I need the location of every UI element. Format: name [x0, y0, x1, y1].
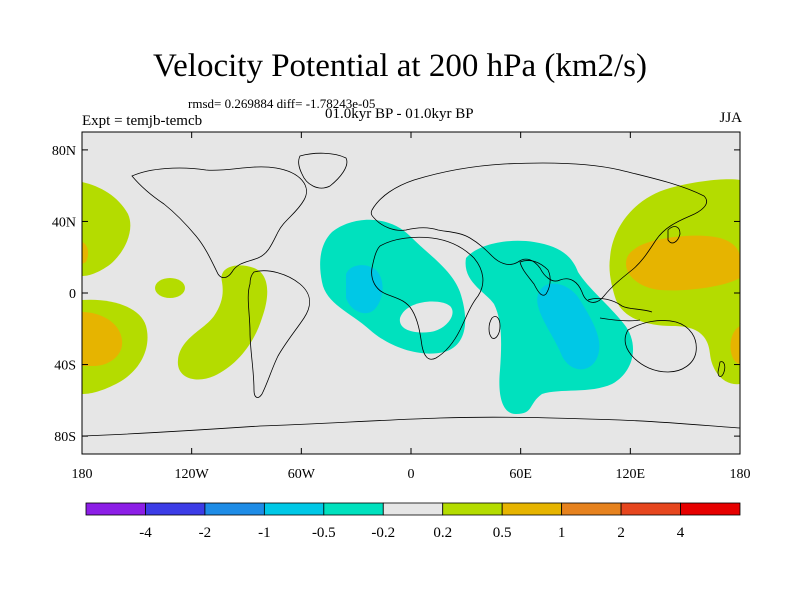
contour-fills	[82, 179, 740, 414]
chart-title: Velocity Potential at 200 hPa (km2/s)	[152, 48, 648, 84]
coastline-africa	[371, 236, 484, 360]
colorbar-swatch	[561, 502, 622, 516]
colorbar-swatch	[382, 502, 444, 516]
colorbar-swatch	[145, 502, 206, 516]
colorbar-label: -0.5	[312, 525, 336, 541]
colorbar-label: -0.2	[371, 525, 395, 541]
experiment-label: Expt = temjb-temcb	[82, 113, 203, 129]
contour-region-small-blob	[155, 278, 185, 298]
colorbar-label: 4	[677, 525, 685, 541]
lon-label: 180	[72, 467, 93, 482]
contour-region-gulf-of-guinea-gap	[399, 301, 453, 333]
colorbar-label: -2	[199, 525, 212, 541]
contour-region-east-pacific	[177, 265, 268, 380]
lat-label: 40S	[54, 359, 76, 374]
lon-label: 60W	[288, 467, 316, 482]
contour-region-indian-ocean-core	[537, 283, 600, 370]
coastline-greenland	[298, 152, 348, 189]
coastline-india	[519, 260, 551, 296]
contour-region-south-pacific-edge-inner	[82, 312, 123, 366]
contour-region-atlantic-core	[346, 265, 383, 314]
coastline-indonesia	[587, 298, 653, 322]
colorbar-label: -4	[139, 525, 152, 541]
colorbar-label: 2	[617, 525, 625, 541]
colorbar-swatch	[263, 502, 325, 516]
coastline-australia	[624, 320, 697, 373]
lon-label: 120W	[175, 467, 210, 482]
colorbar-swatch	[85, 502, 146, 516]
latitude-axis: 80N 40N 0 40S 80S	[52, 144, 740, 445]
coastline-south-america	[247, 270, 310, 398]
lon-label: 120E	[616, 467, 646, 482]
lat-label: 80N	[52, 144, 76, 159]
lon-label: 0	[408, 467, 415, 482]
coastline-new-zealand	[717, 361, 726, 377]
period-label: 01.0kyr BP - 01.0kyr BP	[325, 106, 474, 122]
lon-label: 60E	[509, 467, 532, 482]
longitude-axis: 180 120W 60W 0 60E 120E 180	[72, 132, 751, 482]
lat-label: 0	[69, 287, 76, 302]
coastlines	[82, 152, 740, 437]
colorbar-swatch	[620, 502, 681, 516]
coastline-madagascar	[488, 316, 501, 339]
coastline-japan	[667, 226, 681, 244]
colorbar-label: 0.5	[493, 525, 512, 541]
colorbar-swatch	[680, 502, 741, 516]
coastline-north-america	[131, 166, 307, 278]
contour-region-east-edge-core	[730, 326, 740, 364]
colorbar-swatch	[323, 502, 384, 516]
contour-region-west-pacific-edge	[82, 182, 131, 276]
contour-region-west-pacific-core	[626, 235, 740, 291]
colorbar-label: 0.2	[433, 525, 452, 541]
lat-label: 40N	[52, 215, 76, 230]
colorbar-swatch	[204, 502, 265, 516]
contour-region-edge-spot	[82, 242, 89, 264]
stats-line: rmsd= 0.269884 diff= -1.78243e-05	[188, 96, 376, 111]
season-label: JJA	[719, 110, 742, 126]
colorbar: -4 -2 -1 -0.5 -0.2 0.2 0.5 1 2 4	[85, 502, 741, 541]
colorbar-label: -1	[258, 525, 271, 541]
coastline-eurasia	[370, 162, 707, 303]
lon-label: 180	[730, 467, 751, 482]
colorbar-swatch	[442, 502, 503, 516]
coastline-antarctica	[82, 416, 740, 437]
colorbar-swatch	[501, 502, 563, 516]
colorbar-label: 1	[558, 525, 566, 541]
lat-label: 80S	[54, 430, 76, 445]
